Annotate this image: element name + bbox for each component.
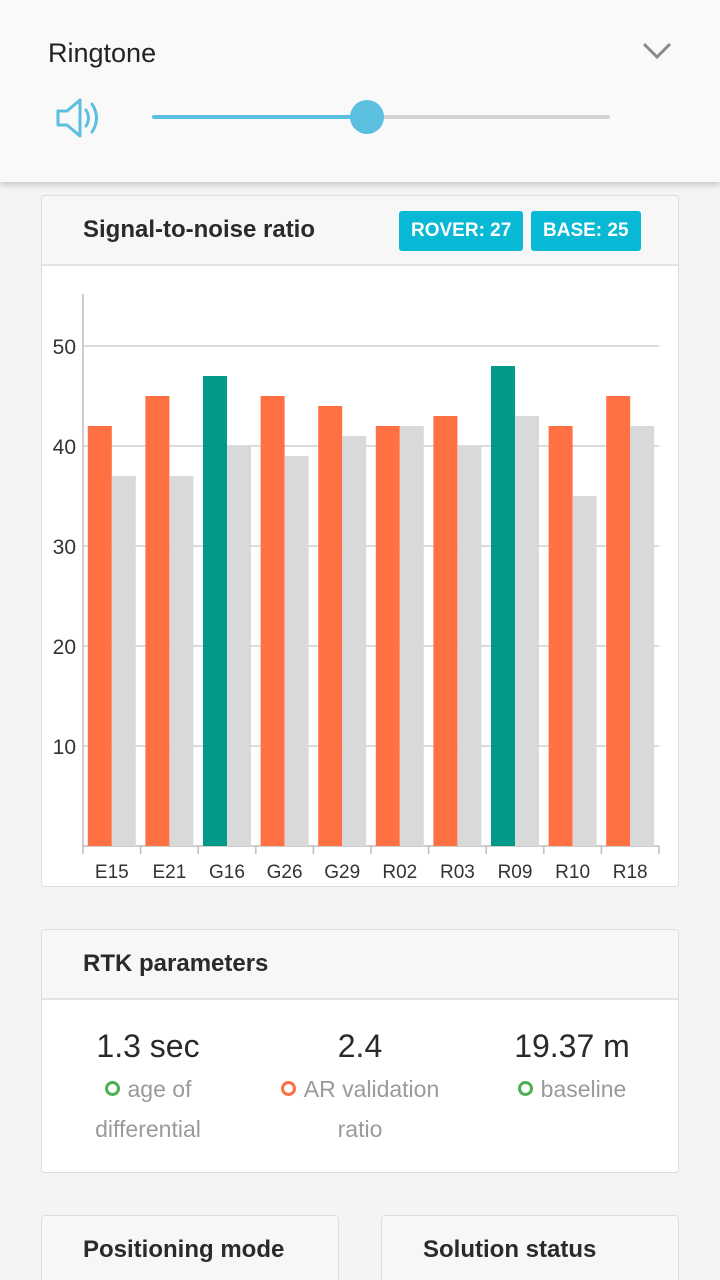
- x-tick-label: G16: [209, 862, 245, 883]
- bar-rover-R09: [491, 366, 515, 846]
- x-tick-label: R18: [613, 862, 648, 883]
- y-tick-label: 40: [53, 436, 76, 459]
- bar-rover-R03: [433, 416, 458, 846]
- y-tick-label: 10: [53, 736, 76, 759]
- bar-rover-E15: [87, 426, 112, 846]
- x-tick-label: E21: [152, 862, 186, 883]
- rtk-ar-validation-ratio: 2.4 AR validation ratio: [260, 1000, 460, 1149]
- positioning-mode-title: Positioning mode: [83, 1236, 285, 1263]
- bar-base-G26: [284, 456, 309, 846]
- rtk-label: AR validation ratio: [260, 1069, 460, 1149]
- bar-base-G29: [342, 436, 367, 846]
- x-tick-label: R03: [440, 862, 475, 883]
- bar-rover-R10: [548, 426, 573, 846]
- rtk-value: 19.37 m: [514, 1028, 630, 1064]
- speaker-icon[interactable]: [54, 96, 106, 140]
- rtk-age-of-differential: 1.3 sec age of differential: [58, 1000, 238, 1149]
- bar-base-G16: [227, 446, 251, 846]
- base-badge: BASE: 25: [531, 211, 641, 251]
- x-tick-label: R02: [382, 862, 417, 883]
- snr-card-title: Signal-to-noise ratio: [83, 216, 316, 243]
- rtk-card: RTK parameters 1.3 sec age of differenti…: [41, 929, 679, 1173]
- chevron-down-icon[interactable]: [640, 38, 674, 64]
- y-tick-label: 50: [53, 336, 76, 359]
- slider-thumb[interactable]: [350, 100, 385, 134]
- bar-rover-G29: [318, 406, 343, 846]
- snr-card: Signal-to-noise ratio ROVER: 27 BASE: 25…: [41, 195, 679, 887]
- bar-base-R10: [572, 496, 597, 846]
- bar-rover-G26: [260, 396, 285, 846]
- positioning-mode-card: Positioning mode: [41, 1215, 339, 1280]
- rtk-baseline: 19.37 m baseline: [482, 1000, 662, 1109]
- rtk-label: age of differential: [95, 1076, 201, 1142]
- rtk-value: 2.4: [337, 1028, 383, 1064]
- positioning-mode-header: Positioning mode: [42, 1216, 338, 1280]
- volume-slider[interactable]: [152, 100, 610, 134]
- status-dot-icon: [517, 1081, 533, 1096]
- solution-status-card: Solution status: [381, 1215, 679, 1280]
- bar-base-R09: [515, 416, 539, 846]
- bar-rover-G16: [203, 376, 227, 846]
- bar-base-R02: [399, 426, 424, 846]
- bar-base-R18: [630, 426, 655, 846]
- status-dot-icon: [104, 1081, 120, 1096]
- rover-badge: ROVER: 27: [399, 211, 524, 251]
- x-tick-label: R10: [555, 862, 590, 883]
- y-tick-label: 30: [53, 536, 76, 559]
- snr-chart: 10 20 30 40 50 E15 E21 G16 G26 G29 R02 R03 R09 R10 R18: [53, 294, 660, 883]
- bar-base-E21: [169, 476, 194, 846]
- rtk-label: baseline: [482, 1069, 662, 1109]
- status-dot-icon: [280, 1081, 296, 1096]
- x-tick-label: R09: [498, 862, 533, 883]
- rtk-card-title: RTK parameters: [83, 950, 269, 977]
- rtk-value: 1.3 sec: [96, 1028, 200, 1064]
- volume-panel: Ringtone: [0, 0, 720, 182]
- rtk-card-header: RTK parameters: [42, 930, 678, 1000]
- x-tick-label: G26: [267, 862, 303, 883]
- snr-card-header: Signal-to-noise ratio ROVER: 27 BASE: 25: [42, 196, 678, 266]
- bar-rover-E21: [145, 396, 170, 846]
- bar-base-E15: [111, 476, 136, 846]
- bar-rover-R02: [375, 426, 400, 846]
- x-tick-label: G29: [324, 862, 360, 883]
- bar-rover-R18: [606, 396, 631, 846]
- solution-status-title: Solution status: [423, 1236, 597, 1263]
- x-tick-label: E15: [95, 862, 129, 883]
- y-tick-label: 20: [53, 636, 76, 659]
- bar-base-R03: [457, 446, 482, 846]
- solution-status-header: Solution status: [382, 1216, 678, 1280]
- volume-title: Ringtone: [48, 38, 157, 68]
- rtk-body: 1.3 sec age of differential 2.4 AR valid…: [42, 1000, 678, 1172]
- slider-fill: [152, 115, 368, 119]
